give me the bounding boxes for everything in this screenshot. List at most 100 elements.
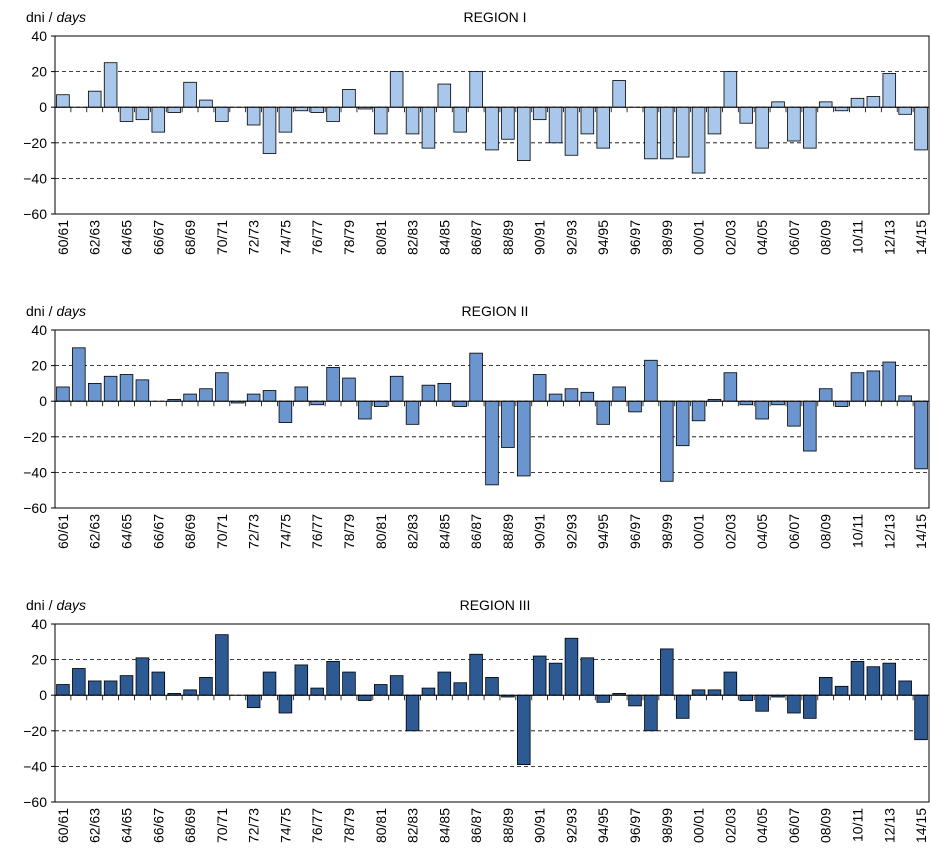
bar	[485, 677, 499, 696]
bar	[421, 687, 436, 696]
bar	[723, 71, 738, 108]
bar	[246, 694, 261, 709]
bar	[755, 106, 769, 149]
x-tick-label: 80/81	[373, 514, 389, 549]
bar	[374, 400, 388, 407]
x-tick-label: 96/97	[627, 514, 643, 549]
bar	[675, 106, 690, 158]
bar	[564, 106, 579, 156]
bar	[914, 694, 928, 741]
x-tick-label: 62/63	[87, 514, 103, 549]
bar	[866, 370, 881, 402]
bar	[246, 106, 261, 126]
y-axis-label-italic: days	[56, 597, 86, 613]
x-tick-label: 88/89	[500, 808, 516, 843]
y-tick-label: 40	[31, 322, 47, 338]
bar	[326, 660, 340, 696]
bar	[580, 657, 595, 696]
bar	[167, 106, 181, 113]
bar	[787, 400, 801, 427]
bar	[707, 689, 722, 696]
x-tick-label: 12/13	[881, 220, 897, 255]
bar	[739, 694, 754, 701]
bar	[199, 99, 213, 108]
panel: REGION II dni / days −60 −40 −20 0 20 40 60/61 62/…	[23, 303, 930, 549]
bar	[707, 106, 722, 135]
bar	[691, 106, 706, 174]
x-tick-label: 68/69	[182, 514, 198, 549]
x-tick-label: 74/75	[277, 808, 293, 843]
bar	[246, 393, 261, 402]
x-tick-label: 64/65	[119, 220, 135, 255]
bar	[644, 106, 658, 160]
bar	[421, 106, 436, 149]
bar	[882, 662, 897, 696]
bar	[310, 687, 324, 696]
x-tick-label: 60/61	[55, 514, 71, 549]
y-tick-label: 40	[31, 616, 47, 632]
bar	[882, 361, 897, 402]
bar	[691, 689, 706, 696]
y-tick-label: 0	[39, 687, 47, 703]
y-tick-label: −20	[23, 429, 47, 445]
x-tick-label: 04/05	[754, 220, 770, 255]
x-tick-label: 76/77	[309, 220, 325, 255]
x-tick-label: 08/09	[818, 514, 834, 549]
bar	[739, 106, 754, 124]
x-tick-label: 00/01	[691, 808, 707, 843]
bar	[56, 684, 70, 696]
x-tick-label: 12/13	[881, 514, 897, 549]
y-axis-label-italic: days	[56, 303, 86, 319]
x-tick-label: 08/09	[818, 220, 834, 255]
x-tick-label: 12/13	[881, 808, 897, 843]
x-tick-label: 06/07	[786, 514, 802, 549]
x-tick-label: 66/67	[150, 220, 166, 255]
bar	[103, 375, 118, 402]
x-tick-label: 02/03	[722, 220, 738, 255]
x-tick-label: 02/03	[722, 514, 738, 549]
bar	[262, 390, 277, 402]
y-axis-label-part: dni /	[26, 303, 53, 319]
bar	[294, 386, 309, 402]
bar	[56, 94, 70, 108]
bar	[596, 694, 610, 703]
bar	[612, 80, 626, 108]
bar	[485, 400, 499, 486]
bar	[612, 386, 626, 402]
x-tick-label: 14/15	[913, 514, 929, 549]
bar	[898, 106, 912, 115]
bar	[278, 106, 293, 133]
bar	[294, 664, 309, 696]
bar	[151, 106, 166, 133]
bar	[310, 106, 324, 113]
bar	[501, 106, 515, 140]
x-tick-label: 92/93	[563, 220, 579, 255]
bar	[723, 372, 738, 402]
x-tick-label: 94/95	[595, 808, 611, 843]
bar	[850, 372, 865, 402]
bar	[453, 682, 467, 696]
bar	[262, 106, 277, 154]
bar	[56, 386, 70, 402]
chart-title: REGION III	[460, 597, 531, 613]
bar	[310, 400, 324, 406]
bar	[326, 106, 340, 122]
bar	[358, 694, 372, 701]
x-tick-label: 10/11	[849, 220, 865, 254]
x-tick-label: 72/73	[246, 514, 262, 549]
x-tick-label: 78/79	[341, 514, 357, 549]
x-tick-label: 94/95	[595, 514, 611, 549]
bar	[374, 106, 388, 135]
x-tick-label: 90/91	[532, 808, 548, 843]
bar	[644, 359, 658, 402]
x-tick-label: 92/93	[563, 514, 579, 549]
bar	[660, 106, 674, 160]
bar	[580, 106, 595, 135]
bar	[596, 106, 610, 149]
chart-title: REGION I	[463, 9, 526, 25]
x-tick-label: 98/99	[659, 220, 675, 255]
panel: REGION I dni / days −60 −40 −20 0 20 40 60/61 62/6…	[23, 9, 930, 255]
bar	[818, 101, 833, 108]
x-tick-label: 88/89	[500, 220, 516, 255]
bar	[119, 106, 134, 122]
